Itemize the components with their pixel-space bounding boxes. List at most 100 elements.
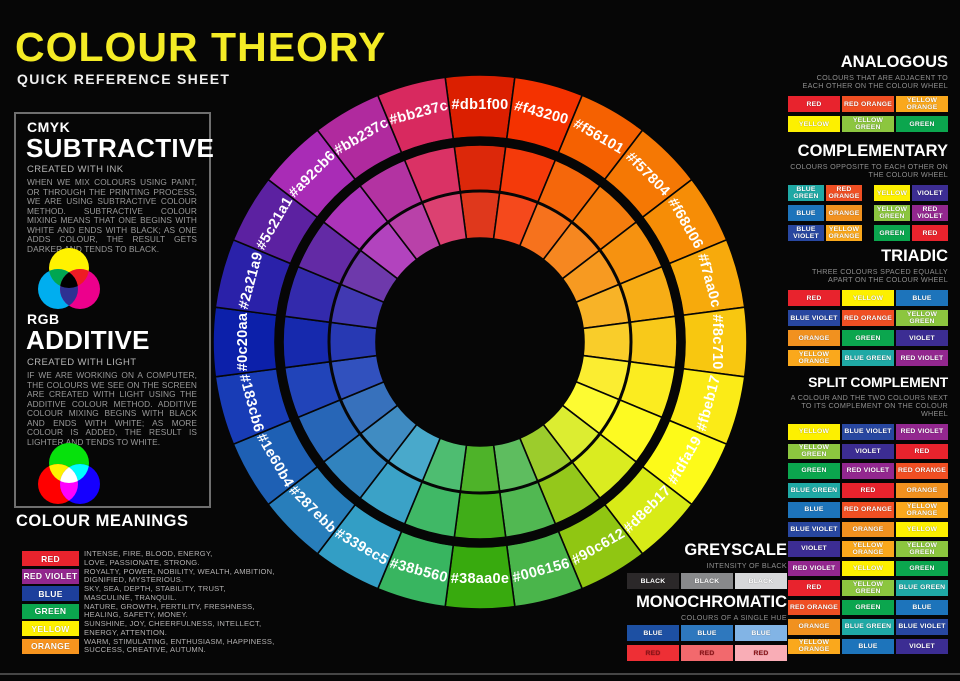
colour-swatch: RED [627,645,679,661]
colour-swatch: YELLOW [874,185,910,201]
colour-meaning-row: BLUE SKY, SEA, DEPTH, STABILITY, TRUST, M… [22,584,322,602]
split-complement-subtitle: A COLOUR AND THE TWO COLOURS NEXT TO ITS… [790,393,948,418]
colour-meaning-description: NATURE, GROWTH, FERTILITY, FRESHNESS, HE… [84,601,255,620]
colour-wheel-svg: #db1f00 #f43200#f56101#f57804#f68d06#f7aa… [212,74,748,610]
split-complement-title: SPLIT COMPLEMENT [808,374,948,390]
colour-swatch: BLUE VIOLET [896,619,948,635]
analogous-section: ANALOGOUS COLOURS THAT ARE ADJACENT TO E… [788,52,948,132]
swatch-row: BLUE RED ORANGE YELLOW ORANGE [788,502,948,518]
complementary-subtitle: COLOURS OPPOSITE TO EACH OTHER ON THE CO… [790,162,948,179]
colour-meaning-description: ROYALTY, POWER, NOBILITY, WEALTH, AMBITI… [84,566,275,585]
triadic-subtitle: THREE COLOURS SPACED EQUALLY APART ON TH… [812,267,948,284]
colour-swatch: YELLOW GREEN [842,580,894,596]
colour-swatch: VIOLET [912,185,948,201]
complementary-section: COMPLEMENTARY COLOURS OPPOSITE TO EACH O… [788,141,948,241]
page-subtitle: QUICK REFERENCE SHEET [17,71,231,87]
complementary-grid: BLUE GREEN RED ORANGE YELLOW VIOLET BLUE ORAN… [788,185,948,241]
rgb-description: IF WE ARE WORKING ON A COMPUTER, THE COL… [27,370,197,447]
subtractive-heading: SUBTRACTIVE [26,133,215,163]
wheel-segment-label: #38aa0e [451,571,510,587]
colour-meaning-description: INTENSE, FIRE, BLOOD, ENERGY, LOVE, PASS… [84,549,213,567]
monochromatic-subtitle: COLOURS OF A SINGLE HUE [681,613,787,622]
colour-meaning-description: WARM, STIMULATING, ENTHUSIASM, HAPPINESS… [84,636,275,655]
colour-swatch: YELLOW [842,290,894,306]
analogous-grid: RED RED ORANGE YELLOW ORANGE YELLOW YELLOW G… [788,96,948,132]
colour-swatch: GREEN [788,463,840,479]
swatch-pair-row: BLUE VIOLET YELLOW ORANGE GREEN RED [788,225,948,241]
colour-wheel: #db1f00 #f43200 #f56101 #f57804 #f68d06 #f7aa… [212,74,748,610]
swatch-row: YELLOW BLUE VIOLET RED VIOLET [788,424,948,440]
colour-swatch: BLUE [788,205,824,221]
wheel-ring-separator [274,136,686,548]
monochromatic-section: MONOCHROMATIC COLOURS OF A SINGLE HUE BL… [627,592,787,661]
swatch-row: BLUE GREEN RED ORANGE [788,482,948,498]
rgb-venn-diagram [26,442,112,506]
colour-meaning-row: YELLOW SUNSHINE, JOY, CHEERFULNESS, INTEL… [22,619,322,637]
colour-swatch: ORANGE [842,521,894,537]
colour-swatch: YELLOW GREEN [842,116,894,132]
colour-meaning-description: SKY, SEA, DEPTH, STABILITY, TRUST, MASCU… [84,584,226,602]
rgb-subheading: CREATED WITH LIGHT [27,357,137,368]
wheel-segment-mid [282,315,332,369]
pair-gap [864,225,872,241]
wheel-centre [376,238,584,446]
cmyk-subheading: CREATED WITH INK [27,164,124,175]
swatch-row: VIOLET YELLOW ORANGE YELLOW GREEN [788,541,948,557]
analogous-title: ANALOGOUS [840,53,948,71]
wheel-segment-mid [453,144,507,194]
colour-swatch: YELLOW [788,424,840,440]
colour-swatch: RED VIOLET [912,205,948,221]
colour-swatch: YELLOW GREEN [896,310,948,326]
colour-swatch: YELLOW [896,521,948,537]
swatch-row: RED RED ORANGE YELLOW ORANGE [788,96,948,112]
colour-meaning-description: SUNSHINE, JOY, CHEERFULNESS, INTELLECT, … [84,619,262,637]
colour-swatch: RED ORANGE [842,502,894,518]
colour-meaning-swatch: RED [22,551,79,566]
swatch-row: YELLOW YELLOW GREEN GREEN [788,116,948,132]
colour-swatch: RED [788,290,840,306]
wheel-segment-mid [628,315,678,369]
colour-swatch: YELLOW GREEN [874,205,910,221]
colour-meaning-row: RED VIOLET ROYALTY, POWER, NOBILITY, WEAL… [22,566,322,585]
colour-swatch: RED ORANGE [842,310,894,326]
colour-swatch: ORANGE [826,205,862,221]
colour-meaning-row: RED INTENSE, FIRE, BLOOD, ENERGY, LOVE, P… [22,549,322,567]
colour-swatch: BLUE GREEN [788,482,840,498]
colour-swatch: RED [788,96,840,112]
colour-meaning-swatch: ORANGE [22,638,79,654]
greyscale-title: GREYSCALE [684,541,787,559]
colour-swatch: RED VIOLET [896,424,948,440]
swatch-row: BLUE VIOLET RED ORANGE YELLOW GREEN [788,310,948,326]
colour-swatch: BLUE [788,502,840,518]
colour-swatch: BLUE GREEN [842,350,894,366]
colour-swatch: BLUE [896,290,948,306]
colour-swatch: RED [896,443,948,459]
wheel-inner-separator [327,189,633,495]
split-complement-section: SPLIT COMPLEMENT A COLOUR AND THE TWO CO… [788,372,948,654]
venn-svg [38,443,100,504]
split-complement-grid: YELLOW BLUE VIOLET RED VIOLET YELLOW GREEN V… [788,424,948,654]
swatch-row: BLUE BLUE BLUE [627,625,787,641]
colour-swatch: BLUE [627,625,679,641]
colour-swatch: RED [681,645,733,661]
colour-swatch: BLUE VIOLET [788,310,840,326]
colour-swatch: BLUE GREEN [896,580,948,596]
colour-meaning-row: GREEN NATURE, GROWTH, FERTILITY, FRESHNES… [22,601,322,620]
cmy-venn-diagram [26,247,112,311]
colour-swatch: RED [788,580,840,596]
greyscale-subtitle: INTENSITY OF BLACK [706,561,787,570]
colour-swatch: BLUE VIOLET [842,424,894,440]
colour-swatch: YELLOW GREEN [896,541,948,557]
colour-meaning-swatch: BLUE [22,586,79,601]
pair-gap [864,205,872,221]
colour-swatch: RED VIOLET [788,560,840,576]
colour-swatch: YELLOW ORANGE [842,541,894,557]
colour-meanings-heading: COLOUR MEANINGS [16,512,189,530]
colour-swatch: RED ORANGE [788,599,840,615]
swatch-row: RED ORANGE GREEN BLUE [788,599,948,615]
colour-swatch: RED ORANGE [826,185,862,201]
colour-swatch: RED VIOLET [842,463,894,479]
analogous-subtitle: COLOURS THAT ARE ADJACENT TO EACH OTHER … [802,73,948,90]
colour-swatch: RED [912,225,948,241]
